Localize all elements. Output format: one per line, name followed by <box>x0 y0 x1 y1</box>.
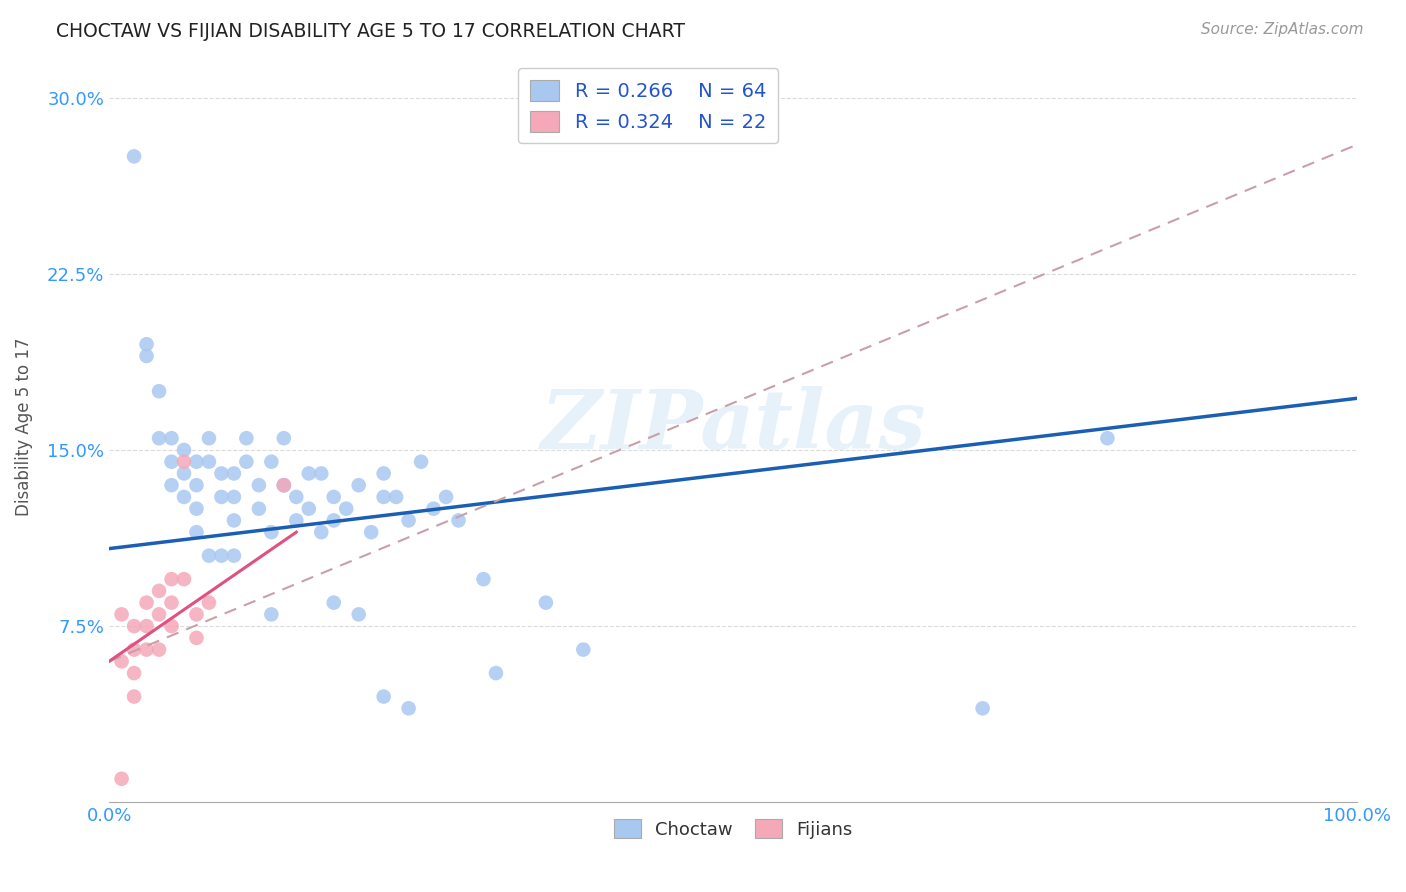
Point <box>209 549 232 563</box>
Point <box>373 467 395 481</box>
Point <box>260 455 283 469</box>
Point <box>247 501 270 516</box>
Point <box>373 690 395 704</box>
Point <box>409 455 432 469</box>
Point <box>434 490 457 504</box>
Point <box>135 619 157 633</box>
Point <box>148 607 170 622</box>
Point <box>110 772 132 786</box>
Legend: Choctaw, Fijians: Choctaw, Fijians <box>606 812 859 846</box>
Point <box>198 455 221 469</box>
Point <box>534 596 557 610</box>
Point <box>135 337 157 351</box>
Point <box>173 490 195 504</box>
Point <box>148 583 170 598</box>
Y-axis label: Disability Age 5 to 17: Disability Age 5 to 17 <box>15 337 32 516</box>
Point <box>422 501 444 516</box>
Point <box>160 431 183 445</box>
Point <box>186 525 208 540</box>
Point <box>385 490 408 504</box>
Point <box>160 596 183 610</box>
Point <box>186 631 208 645</box>
Text: ZIPatlas: ZIPatlas <box>540 386 925 467</box>
Point <box>135 642 157 657</box>
Point <box>447 513 470 527</box>
Point <box>198 549 221 563</box>
Point <box>173 467 195 481</box>
Point <box>186 501 208 516</box>
Point <box>285 513 308 527</box>
Point <box>122 666 145 681</box>
Point <box>173 442 195 457</box>
Point <box>186 607 208 622</box>
Point <box>1097 431 1119 445</box>
Point <box>148 642 170 657</box>
Point <box>235 431 257 445</box>
Point <box>322 513 344 527</box>
Point <box>260 525 283 540</box>
Point <box>186 478 208 492</box>
Point <box>347 478 370 492</box>
Point <box>122 690 145 704</box>
Point <box>135 596 157 610</box>
Point <box>285 490 308 504</box>
Point <box>247 478 270 492</box>
Point <box>273 478 295 492</box>
Point <box>273 478 295 492</box>
Point <box>298 501 321 516</box>
Point <box>160 572 183 586</box>
Point <box>373 490 395 504</box>
Point <box>160 478 183 492</box>
Point <box>972 701 994 715</box>
Point <box>148 384 170 399</box>
Point <box>347 607 370 622</box>
Point <box>110 607 132 622</box>
Point <box>122 149 145 163</box>
Point <box>198 431 221 445</box>
Point <box>148 431 170 445</box>
Point <box>135 349 157 363</box>
Point <box>273 431 295 445</box>
Text: Source: ZipAtlas.com: Source: ZipAtlas.com <box>1201 22 1364 37</box>
Point <box>260 607 283 622</box>
Point <box>122 619 145 633</box>
Point <box>222 513 245 527</box>
Point <box>209 490 232 504</box>
Point <box>173 572 195 586</box>
Point <box>209 467 232 481</box>
Point <box>160 455 183 469</box>
Point <box>122 642 145 657</box>
Point <box>360 525 382 540</box>
Point <box>398 513 420 527</box>
Point <box>572 642 595 657</box>
Point <box>186 455 208 469</box>
Point <box>472 572 495 586</box>
Point <box>160 619 183 633</box>
Point <box>222 490 245 504</box>
Point <box>335 501 357 516</box>
Point <box>322 596 344 610</box>
Point <box>273 478 295 492</box>
Point <box>309 467 332 481</box>
Point <box>309 525 332 540</box>
Point <box>222 467 245 481</box>
Point <box>110 654 132 668</box>
Point <box>235 455 257 469</box>
Point <box>198 596 221 610</box>
Point <box>173 455 195 469</box>
Text: CHOCTAW VS FIJIAN DISABILITY AGE 5 TO 17 CORRELATION CHART: CHOCTAW VS FIJIAN DISABILITY AGE 5 TO 17… <box>56 22 685 41</box>
Point <box>398 701 420 715</box>
Point <box>485 666 508 681</box>
Point <box>222 549 245 563</box>
Point <box>322 490 344 504</box>
Point <box>298 467 321 481</box>
